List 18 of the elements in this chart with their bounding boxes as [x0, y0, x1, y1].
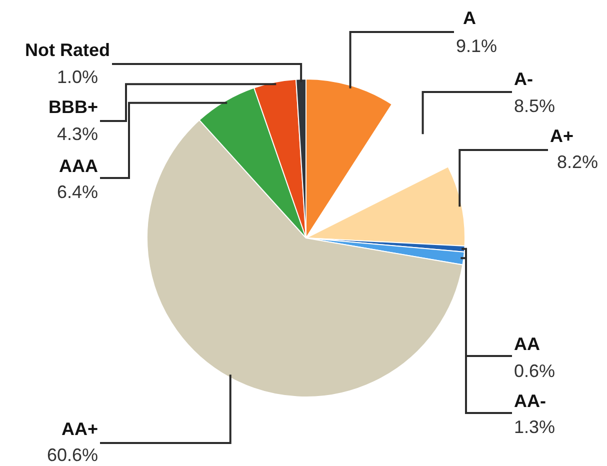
data-label: 0.6%	[514, 361, 556, 381]
data-label: 1.0%	[56, 67, 98, 87]
data-label: 9.1%	[456, 36, 498, 56]
data-label: 1.3%	[514, 417, 556, 437]
data-label: 8.5%	[514, 96, 556, 116]
slice-label: Not Rated	[25, 40, 110, 60]
data-label: 8.2%	[557, 152, 598, 172]
data-label: 6.4%	[56, 182, 98, 202]
slice-label: AA-	[514, 391, 546, 411]
slice-label: A	[463, 8, 476, 28]
slice-label: BBB+	[48, 97, 98, 117]
slice-label: AA	[514, 334, 540, 354]
data-label: 60.6%	[46, 445, 98, 465]
slice-label: AAA	[59, 156, 98, 176]
data-label: 4.3%	[56, 124, 98, 144]
slice-label: A+	[550, 126, 574, 146]
slice-label: A-	[514, 69, 533, 89]
slice-label: AA+	[61, 419, 98, 439]
